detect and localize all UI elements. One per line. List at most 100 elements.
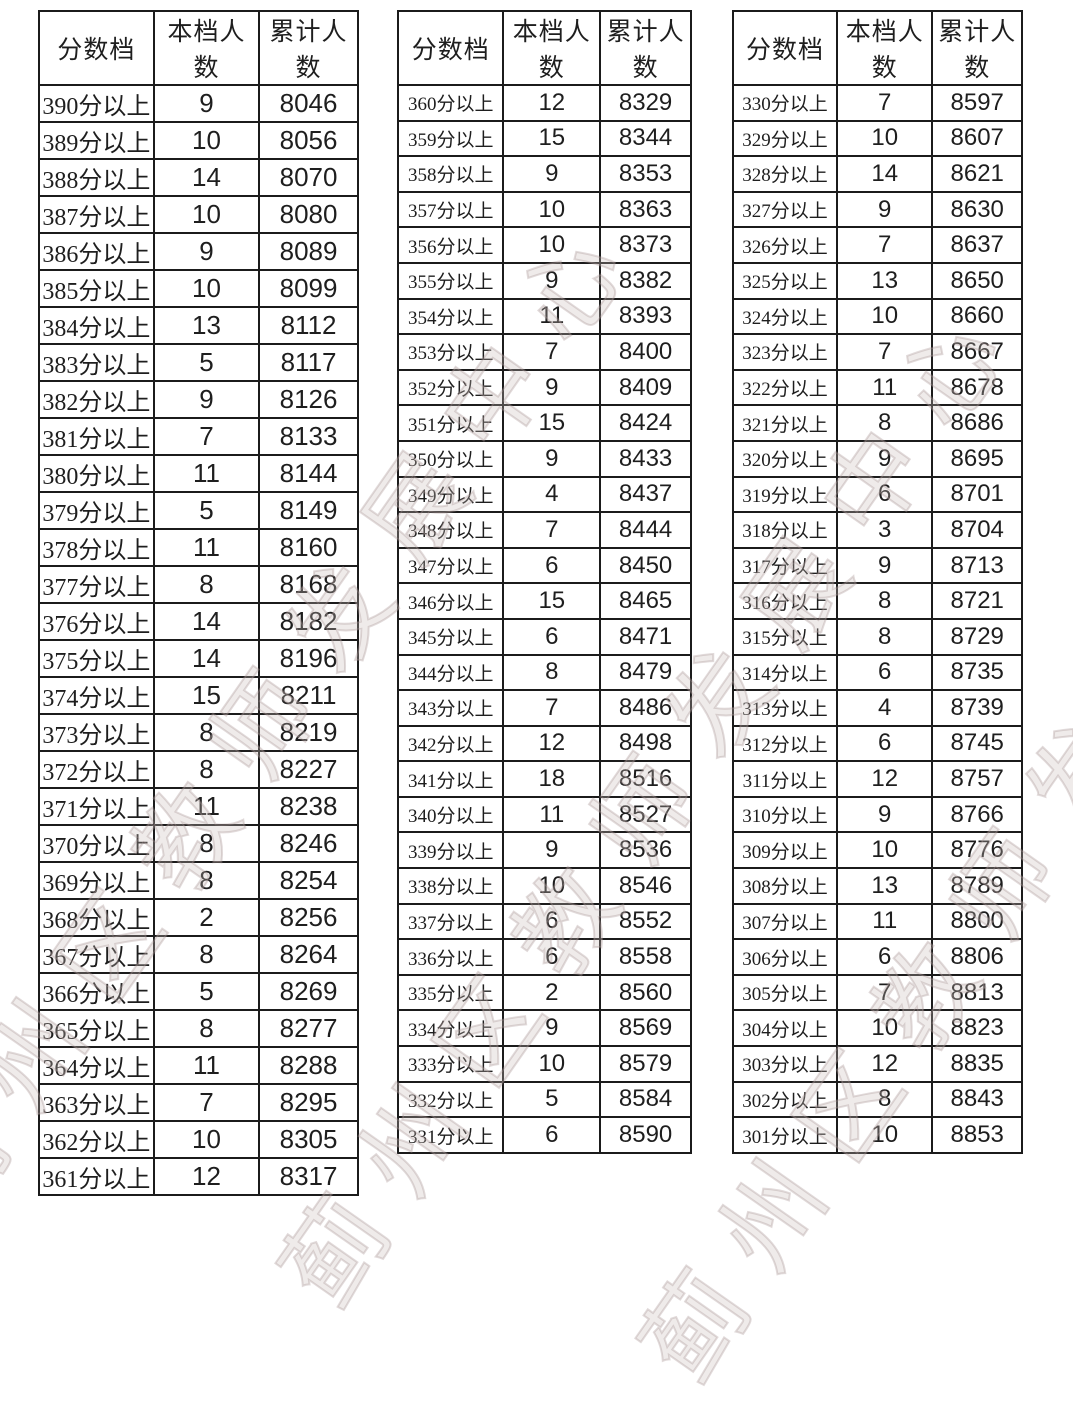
score-tier-cell: 384分以上 [38, 306, 155, 345]
cumulative-count-cell: 8046 [258, 84, 359, 123]
table-row: 329分以上 10 8607 [731, 119, 1023, 158]
score-tier-cell: 314分以上 [731, 653, 839, 692]
tier-count-cell: 13 [836, 261, 934, 300]
table-row: 324分以上 10 8660 [731, 297, 1023, 336]
table-row: 345分以上 6 8471 [396, 617, 692, 656]
score-tier-cell: 382分以上 [38, 380, 155, 419]
tier-count-cell: 12 [152, 1157, 261, 1196]
score-tier-cell: 373分以上 [38, 713, 155, 752]
cumulative-count-cell: 8099 [258, 269, 359, 308]
table-row: 387分以上 10 8080 [38, 195, 359, 234]
column-header-cumulative-count: 累计人数 [931, 10, 1023, 86]
table-row: 305分以上 7 8813 [731, 973, 1023, 1012]
cumulative-count-cell: 8823 [931, 1009, 1023, 1048]
tier-count-cell: 8 [152, 750, 261, 789]
table-row: 339分以上 9 8536 [396, 831, 692, 870]
cumulative-count-cell: 8317 [258, 1157, 359, 1196]
tier-count-cell: 14 [152, 158, 261, 197]
cumulative-count-cell: 8800 [931, 902, 1023, 941]
tier-count-cell: 6 [502, 546, 602, 585]
table-row: 326分以上 7 8637 [731, 226, 1023, 264]
tier-count-cell: 11 [152, 787, 261, 826]
tier-count-cell: 7 [152, 1083, 261, 1122]
tier-count-cell: 10 [502, 867, 602, 905]
tier-count-cell: 9 [152, 232, 261, 271]
score-tier-cell: 308分以上 [731, 867, 839, 905]
cumulative-count-cell: 8713 [931, 546, 1023, 585]
tier-count-cell: 15 [152, 676, 261, 715]
tier-count-cell: 2 [152, 898, 261, 937]
tier-count-cell: 10 [152, 1120, 261, 1159]
tier-count-cell: 4 [836, 689, 934, 727]
table-row: 355分以上 9 8382 [396, 261, 692, 300]
score-tier-cell: 333分以上 [396, 1045, 505, 1083]
tier-count-cell: 8 [152, 824, 261, 863]
tier-count-cell: 5 [152, 343, 261, 382]
tier-count-cell: 11 [836, 902, 934, 941]
score-tier-cell: 309分以上 [731, 831, 839, 870]
cumulative-count-cell: 8584 [599, 1080, 692, 1119]
cumulative-count-cell: 8133 [258, 417, 359, 456]
score-tier-cell: 376分以上 [38, 602, 155, 641]
score-tier-cell: 327分以上 [731, 190, 839, 229]
table-row: 348分以上 7 8444 [396, 511, 692, 549]
table-row: 365分以上 8 8277 [38, 1009, 359, 1048]
tier-count-cell: 9 [502, 368, 602, 407]
table-row: 352分以上 9 8409 [396, 368, 692, 407]
table-row: 384分以上 13 8112 [38, 306, 359, 345]
table-row: 313分以上 4 8739 [731, 689, 1023, 727]
tier-count-cell: 10 [836, 297, 934, 336]
tier-count-cell: 9 [502, 831, 602, 870]
tier-count-cell: 9 [836, 546, 934, 585]
column-header-tier-count: 本档人数 [502, 10, 602, 86]
tier-count-cell: 9 [836, 439, 934, 478]
score-tier-cell: 377分以上 [38, 565, 155, 604]
tier-count-cell: 5 [152, 491, 261, 530]
table-row: 306分以上 6 8806 [731, 938, 1023, 976]
cumulative-count-cell: 8486 [599, 689, 692, 727]
table-row: 378分以上 11 8160 [38, 528, 359, 567]
cumulative-count-cell: 8695 [931, 439, 1023, 478]
score-tier-cell: 321分以上 [731, 404, 839, 442]
cumulative-count-cell: 8686 [931, 404, 1023, 442]
cumulative-count-cell: 8569 [599, 1009, 692, 1048]
tier-count-cell: 8 [152, 1009, 261, 1048]
cumulative-count-cell: 8238 [258, 787, 359, 826]
tier-count-cell: 5 [152, 972, 261, 1011]
cumulative-count-cell: 8393 [599, 297, 692, 336]
tier-count-cell: 7 [836, 973, 934, 1012]
score-tier-cell: 331分以上 [396, 1116, 505, 1154]
score-tier-cell: 336分以上 [396, 938, 505, 976]
cumulative-count-cell: 8843 [931, 1080, 1023, 1119]
cumulative-count-cell: 8437 [599, 475, 692, 514]
score-tier-cell: 379分以上 [38, 491, 155, 530]
tier-count-cell: 9 [502, 261, 602, 300]
table-row: 353分以上 7 8400 [396, 333, 692, 371]
score-tier-cell: 334分以上 [396, 1009, 505, 1048]
table-row: 322分以上 11 8678 [731, 368, 1023, 407]
tier-count-cell: 12 [502, 84, 602, 122]
table-row: 314分以上 6 8735 [731, 653, 1023, 692]
score-tier-cell: 344分以上 [396, 653, 505, 692]
cumulative-count-cell: 8344 [599, 119, 692, 158]
score-tier-cell: 323分以上 [731, 333, 839, 371]
tier-count-cell: 18 [502, 760, 602, 798]
score-tier-cell: 368分以上 [38, 898, 155, 937]
table-row: 360分以上 12 8329 [396, 84, 692, 122]
table-row: 358分以上 9 8353 [396, 155, 692, 193]
score-tier-cell: 351分以上 [396, 404, 505, 442]
table-row: 359分以上 15 8344 [396, 119, 692, 158]
tier-count-cell: 6 [502, 1116, 602, 1154]
tier-count-cell: 10 [502, 1045, 602, 1083]
cumulative-count-cell: 8637 [931, 226, 1023, 264]
table-row: 338分以上 10 8546 [396, 867, 692, 905]
table-row: 315分以上 8 8729 [731, 617, 1023, 656]
score-tier-cell: 343分以上 [396, 689, 505, 727]
cumulative-count-cell: 8080 [258, 195, 359, 234]
score-tier-cell: 380分以上 [38, 454, 155, 493]
table-row: 361分以上 12 8317 [38, 1157, 359, 1196]
cumulative-count-cell: 8546 [599, 867, 692, 905]
score-tier-cell: 385分以上 [38, 269, 155, 308]
score-tier-cell: 371分以上 [38, 787, 155, 826]
score-tier-cell: 372分以上 [38, 750, 155, 789]
